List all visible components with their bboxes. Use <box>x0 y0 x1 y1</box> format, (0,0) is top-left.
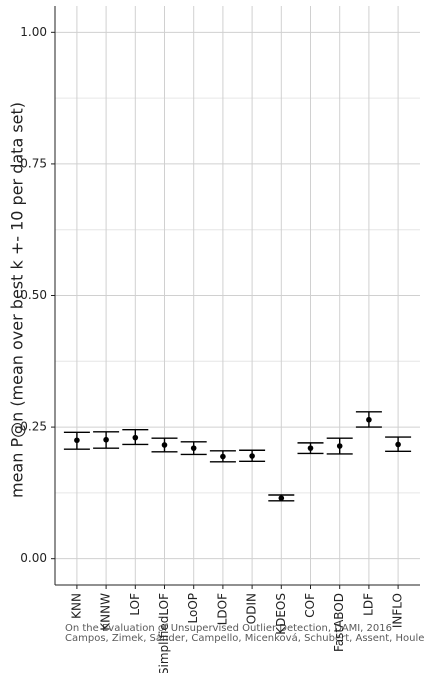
errorbar-knnw <box>93 431 120 449</box>
mean-point <box>336 443 343 449</box>
grid <box>55 6 420 585</box>
mean-point <box>161 442 168 448</box>
x-tick-label: KDEOS <box>274 593 288 635</box>
x-tick-label: COF <box>303 593 317 618</box>
y-ticks: 0.00 0.25 0.50 0.75 1.00 <box>20 25 55 565</box>
x-tick-label: LDOF <box>215 593 229 625</box>
x-tick-label: ODIN <box>245 593 259 624</box>
x-tick-label: LDF <box>361 593 375 616</box>
y-axis-label: mean P@n (mean over best k +- 10 per dat… <box>8 102 27 498</box>
y-tick-label: 0.25 <box>20 420 47 434</box>
errorbar-ldf <box>355 411 382 428</box>
watermark-line-2: Campos, Zimek, Sander, Campello, Micenko… <box>65 632 424 644</box>
mean-point <box>395 441 401 448</box>
y-tick-label: 1.00 <box>20 25 47 39</box>
x-tick-label: FastABOD <box>332 593 346 652</box>
mean-point <box>132 434 139 441</box>
watermark-line-1: On the Evaluation of Unsupervised Outlie… <box>65 623 392 634</box>
x-ticks: KNN KNNW LOF SimplifiedLOF LoOP LDOF ODIN KDEOS… <box>69 585 405 673</box>
y-tick-label: 0.50 <box>20 288 47 302</box>
x-tick-label: INFLO <box>391 593 405 628</box>
errorbar-kdeos <box>268 494 295 502</box>
errorbar-knn <box>63 431 90 450</box>
x-tick-label: LoOP <box>186 593 200 624</box>
y-tick-label: 0.75 <box>20 156 47 170</box>
errorbar-ldof <box>209 450 236 463</box>
errorbar-odin <box>239 449 266 463</box>
x-tick-label: KNN <box>69 593 83 619</box>
mean-point <box>103 436 109 443</box>
mean-point <box>220 453 226 460</box>
mean-point <box>278 495 285 501</box>
errorbar-fastabod <box>326 437 353 455</box>
mean-point <box>74 437 80 444</box>
y-tick-label: 0.00 <box>20 551 47 565</box>
errorbar-simplifiedlof <box>151 437 178 453</box>
x-tick-label: LOF <box>128 593 142 616</box>
mean-point <box>190 445 197 451</box>
x-tick-label: KNNW <box>99 593 113 631</box>
x-tick-label: SimplifiedLOF <box>157 593 171 673</box>
errorbar-loop <box>180 441 207 456</box>
errorbar-cof <box>297 442 324 455</box>
error-bars <box>63 411 412 502</box>
mean-point <box>366 416 372 423</box>
watermark: On the Evaluation of Unsupervised Outlie… <box>65 623 424 644</box>
errorbar-lof <box>122 429 149 446</box>
errorbar-inflo <box>385 436 412 453</box>
mean-point <box>307 445 314 451</box>
mean-point <box>249 453 255 459</box>
